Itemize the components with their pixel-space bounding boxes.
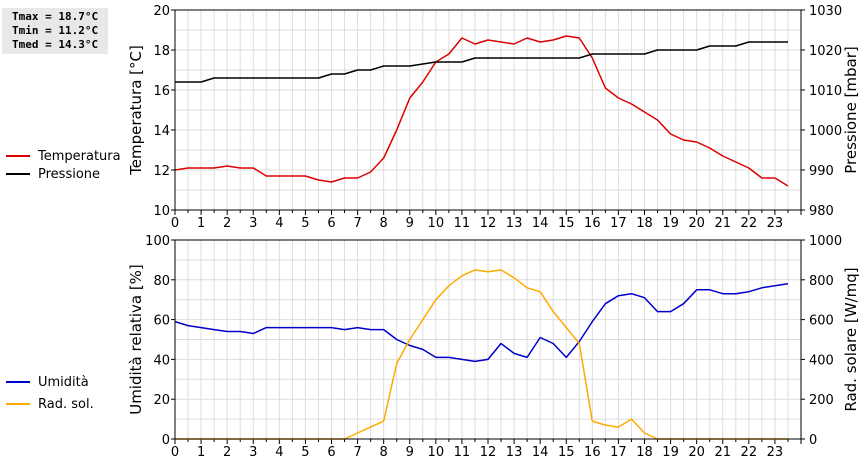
x-tick-label: 18 <box>636 445 653 460</box>
y-right-tick-label: 1010 <box>809 84 842 99</box>
y-right-tick-label: 1000 <box>809 124 842 139</box>
y-left-tick-label: 20 <box>153 4 170 19</box>
y-right-axis-title: Rad. solare [W/mq] <box>842 267 860 411</box>
x-tick-label: 17 <box>610 445 627 460</box>
x-tick-label: 21 <box>714 216 731 231</box>
x-tick-label: 19 <box>662 216 679 231</box>
x-tick-label: 12 <box>480 216 497 231</box>
x-tick-label: 10 <box>428 216 445 231</box>
stat-tmed: Tmed = 14.3°C <box>12 38 99 51</box>
x-tick-label: 6 <box>327 445 335 460</box>
legend-label: Temperatura <box>37 149 121 164</box>
x-tick-label: 18 <box>636 216 653 231</box>
y-left-tick-label: 12 <box>153 164 170 179</box>
y-right-tick-label: 1030 <box>809 4 842 19</box>
plot-frame <box>174 239 802 440</box>
x-tick-label: 11 <box>454 445 471 460</box>
x-tick-label: 4 <box>275 445 283 460</box>
x-tick-label: 23 <box>767 445 784 460</box>
y-left-tick-label: 100 <box>145 234 170 249</box>
y-left-axis-title: Umidità relativa [%] <box>127 264 145 415</box>
legend-label: Pressione <box>38 167 100 182</box>
y-left-tick-label: 16 <box>153 84 170 99</box>
x-tick-label: 2 <box>223 445 231 460</box>
series-line-pressione <box>175 41 788 83</box>
x-tick-label: 9 <box>406 216 414 231</box>
series-line-temperatura <box>174 35 789 187</box>
x-tick-label: 1 <box>197 216 205 231</box>
x-tick-label: 9 <box>406 445 414 460</box>
y-right-tick-label: 0 <box>809 433 817 448</box>
y-left-tick-label: 10 <box>153 204 170 219</box>
x-tick-label: 16 <box>584 216 601 231</box>
legend-label: Rad. sol. <box>38 397 94 412</box>
x-tick-label: 4 <box>275 216 283 231</box>
x-tick-label: 8 <box>380 445 388 460</box>
stats-box: Tmax = 18.7°C Tmin = 11.2°C Tmed = 14.3°… <box>2 8 108 54</box>
x-tick-label: 23 <box>767 216 784 231</box>
y-left-tick-label: 40 <box>153 353 170 368</box>
x-tick-label: 5 <box>301 216 309 231</box>
x-tick-label: 1 <box>197 445 205 460</box>
y-right-tick-label: 1020 <box>809 44 842 59</box>
x-tick-label: 12 <box>480 445 497 460</box>
y-right-tick-label: 400 <box>809 353 834 368</box>
x-tick-label: 5 <box>301 445 309 460</box>
y-right-tick-label: 980 <box>809 204 834 219</box>
x-tick-label: 11 <box>454 216 471 231</box>
x-tick-label: 17 <box>610 216 627 231</box>
y-left-tick-label: 0 <box>162 433 170 448</box>
x-tick-label: 14 <box>532 216 549 231</box>
x-tick-label: 6 <box>327 216 335 231</box>
y-right-tick-label: 990 <box>809 164 834 179</box>
y-left-tick-label: 14 <box>153 124 170 139</box>
y-right-tick-label: 800 <box>809 274 834 289</box>
temperature-pressure-chart: 0 1 2 3 4 5 6 7 8 9 10 11 12 13 14 15 16 17 18 19 20 21 22 2310… <box>6 4 860 231</box>
x-tick-label: 21 <box>714 445 731 460</box>
y-right-axis-title: Pressione [mbar] <box>842 46 860 174</box>
x-tick-label: 19 <box>662 445 679 460</box>
x-tick-label: 13 <box>506 216 523 231</box>
y-left-tick-label: 20 <box>153 393 170 408</box>
x-tick-label: 7 <box>353 445 361 460</box>
y-left-tick-label: 60 <box>153 314 170 329</box>
legend-label: Umidità <box>38 375 89 390</box>
x-tick-label: 2 <box>223 216 231 231</box>
x-tick-label: 14 <box>532 445 549 460</box>
humidity-radiation-chart: 0 1 2 3 4 5 6 7 8 9 10 11 12 13 14 15 16 17 18 19 20 21 22 2302… <box>6 234 860 460</box>
x-tick-label: 7 <box>353 216 361 231</box>
stat-tmin: Tmin = 11.2°C <box>12 24 99 37</box>
x-tick-label: 20 <box>688 445 705 460</box>
x-tick-label: 13 <box>506 445 523 460</box>
stat-tmax: Tmax = 18.7°C <box>12 10 99 23</box>
x-tick-label: 8 <box>380 216 388 231</box>
x-tick-label: 3 <box>249 216 257 231</box>
plot-frame <box>174 9 802 211</box>
y-left-tick-label: 18 <box>153 44 170 59</box>
x-tick-label: 0 <box>171 445 179 460</box>
series-line-umidit- <box>174 283 789 363</box>
y-right-tick-label: 600 <box>809 314 834 329</box>
x-tick-label: 0 <box>171 216 179 231</box>
y-right-tick-label: 200 <box>809 393 834 408</box>
x-tick-label: 10 <box>428 445 445 460</box>
x-tick-label: 22 <box>741 445 758 460</box>
y-right-tick-label: 1000 <box>809 234 842 249</box>
x-tick-label: 22 <box>741 216 758 231</box>
y-left-tick-label: 80 <box>153 274 170 289</box>
x-tick-label: 16 <box>584 445 601 460</box>
x-tick-label: 3 <box>249 445 257 460</box>
x-tick-label: 15 <box>558 445 575 460</box>
y-left-axis-title: Temperatura [°C] <box>127 45 145 176</box>
x-tick-label: 20 <box>688 216 705 231</box>
x-tick-label: 15 <box>558 216 575 231</box>
